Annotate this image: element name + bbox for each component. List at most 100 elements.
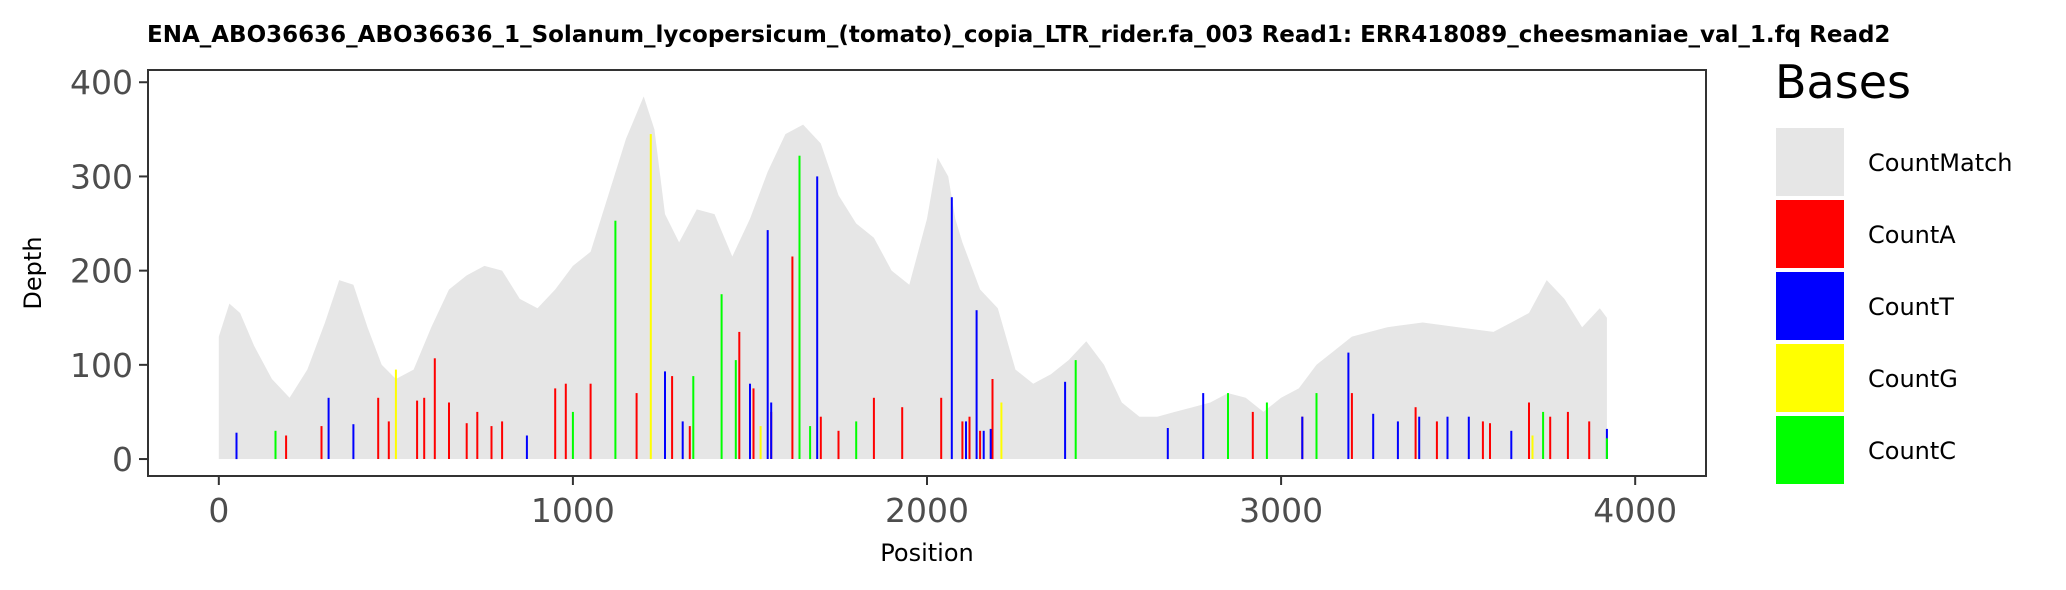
bar-CountT xyxy=(749,383,751,460)
bar-CountA xyxy=(320,426,323,460)
bar-CountA xyxy=(671,376,674,459)
bar-CountG xyxy=(1531,435,1534,459)
bar-CountA xyxy=(476,411,479,459)
bar-CountA xyxy=(1481,421,1484,460)
bar-CountT xyxy=(1418,416,1421,460)
bar-CountC xyxy=(1265,402,1268,459)
bar-CountT xyxy=(681,421,684,460)
x-tick-label: 0 xyxy=(208,491,229,530)
bar-CountA xyxy=(554,388,557,459)
bar-CountT xyxy=(770,402,773,459)
match-area-layer xyxy=(218,96,1607,460)
bar-CountC xyxy=(1542,411,1545,459)
bar-CountC xyxy=(720,294,723,459)
bar-CountA xyxy=(423,397,426,459)
y-tick-label: 300 xyxy=(70,157,133,196)
bar-CountA xyxy=(1489,423,1491,459)
bar-CountC xyxy=(571,411,574,459)
legend-title: Bases xyxy=(1775,55,1911,109)
bar-CountC xyxy=(614,220,617,459)
bar-CountG xyxy=(649,134,652,460)
bar-CountA xyxy=(589,383,592,460)
y-axis: 0 100 200 300 400 xyxy=(70,63,148,479)
x-axis: 0 1000 2000 3000 4000 xyxy=(208,476,1677,530)
bar-CountC xyxy=(1315,393,1318,459)
bar-CountC xyxy=(855,421,858,460)
bar-CountT xyxy=(965,421,967,460)
series-CountT xyxy=(235,176,1608,460)
bar-CountG xyxy=(394,369,397,460)
bar-CountC xyxy=(1605,438,1608,459)
bar-CountT xyxy=(1166,428,1169,460)
bar-CountT xyxy=(1510,430,1513,460)
bar-CountA xyxy=(837,430,840,460)
bar-CountT xyxy=(975,310,978,459)
bar-CountT xyxy=(1347,352,1350,459)
legend-swatch-CountMatch xyxy=(1776,128,1844,196)
legend-swatch-CountT xyxy=(1776,272,1844,340)
bar-CountT xyxy=(1202,393,1205,459)
bar-CountA xyxy=(416,400,419,459)
bar-CountA xyxy=(1350,393,1353,459)
bar-CountC xyxy=(274,430,277,460)
bar-CountA xyxy=(901,407,904,459)
bar-CountA xyxy=(791,256,794,459)
series-CountA xyxy=(285,256,1591,460)
legend-label-CountG: CountG xyxy=(1868,365,1958,393)
bar-CountA xyxy=(377,397,380,459)
bar-CountT xyxy=(766,230,769,459)
bar-CountA xyxy=(490,426,493,460)
bar-CountA xyxy=(1528,402,1530,459)
bar-CountA xyxy=(968,416,971,460)
bar-CountA xyxy=(872,397,875,459)
bar-CountA xyxy=(752,388,755,459)
legend-items: CountMatch CountA CountT CountG CountC xyxy=(1776,128,2013,484)
bar-CountC xyxy=(692,376,695,459)
bar-CountA xyxy=(688,426,691,460)
y-tick-label: 400 xyxy=(70,63,133,102)
legend-label-CountC: CountC xyxy=(1868,437,1956,465)
bar-CountT xyxy=(1467,416,1470,460)
bar-CountA xyxy=(1588,421,1591,460)
bar-CountA xyxy=(387,421,390,460)
bar-CountT xyxy=(327,397,330,459)
bar-CountG xyxy=(759,426,762,460)
bar-CountT xyxy=(1301,416,1304,460)
bar-CountT xyxy=(982,430,985,460)
bar-CountA xyxy=(738,331,741,460)
x-tick-label: 3000 xyxy=(1239,491,1323,530)
bar-CountC xyxy=(1227,393,1229,459)
bar-CountA xyxy=(1251,411,1254,459)
bar-CountA xyxy=(1414,407,1417,459)
bar-CountG xyxy=(1000,402,1003,459)
bar-CountA xyxy=(1435,421,1438,460)
y-tick-label: 100 xyxy=(70,346,133,385)
y-tick-label: 200 xyxy=(70,252,133,291)
bar-CountT xyxy=(664,371,666,459)
bar-CountT xyxy=(1396,421,1399,460)
bar-CountT xyxy=(1372,413,1375,459)
bar-CountT xyxy=(989,428,992,459)
bar-CountA xyxy=(564,383,567,460)
y-tick-label: 0 xyxy=(112,440,133,479)
y-axis-title: Depth xyxy=(19,236,47,309)
bar-CountA xyxy=(1549,416,1552,460)
bar-CountA xyxy=(819,416,822,460)
bar-CountA xyxy=(285,435,288,459)
bar-CountT xyxy=(525,435,528,459)
bar-CountA xyxy=(1566,411,1569,459)
chart-title: ENA_ABO36636_ABO36636_1_Solanum_lycopers… xyxy=(147,22,1890,48)
bar-CountT xyxy=(1446,416,1449,460)
legend-swatch-CountC xyxy=(1776,416,1844,484)
legend-label-CountT: CountT xyxy=(1868,293,1954,321)
x-tick-label: 1000 xyxy=(531,491,615,530)
bar-CountA xyxy=(501,421,504,460)
legend-label-CountMatch: CountMatch xyxy=(1868,149,2013,177)
legend: Bases CountMatch CountA CountT CountG CountC xyxy=(1775,55,2013,484)
legend-swatch-CountG xyxy=(1776,344,1844,412)
bar-CountT xyxy=(235,432,238,460)
bar-CountC xyxy=(734,360,737,459)
bar-CountT xyxy=(950,197,953,460)
series-CountC xyxy=(274,155,1608,460)
